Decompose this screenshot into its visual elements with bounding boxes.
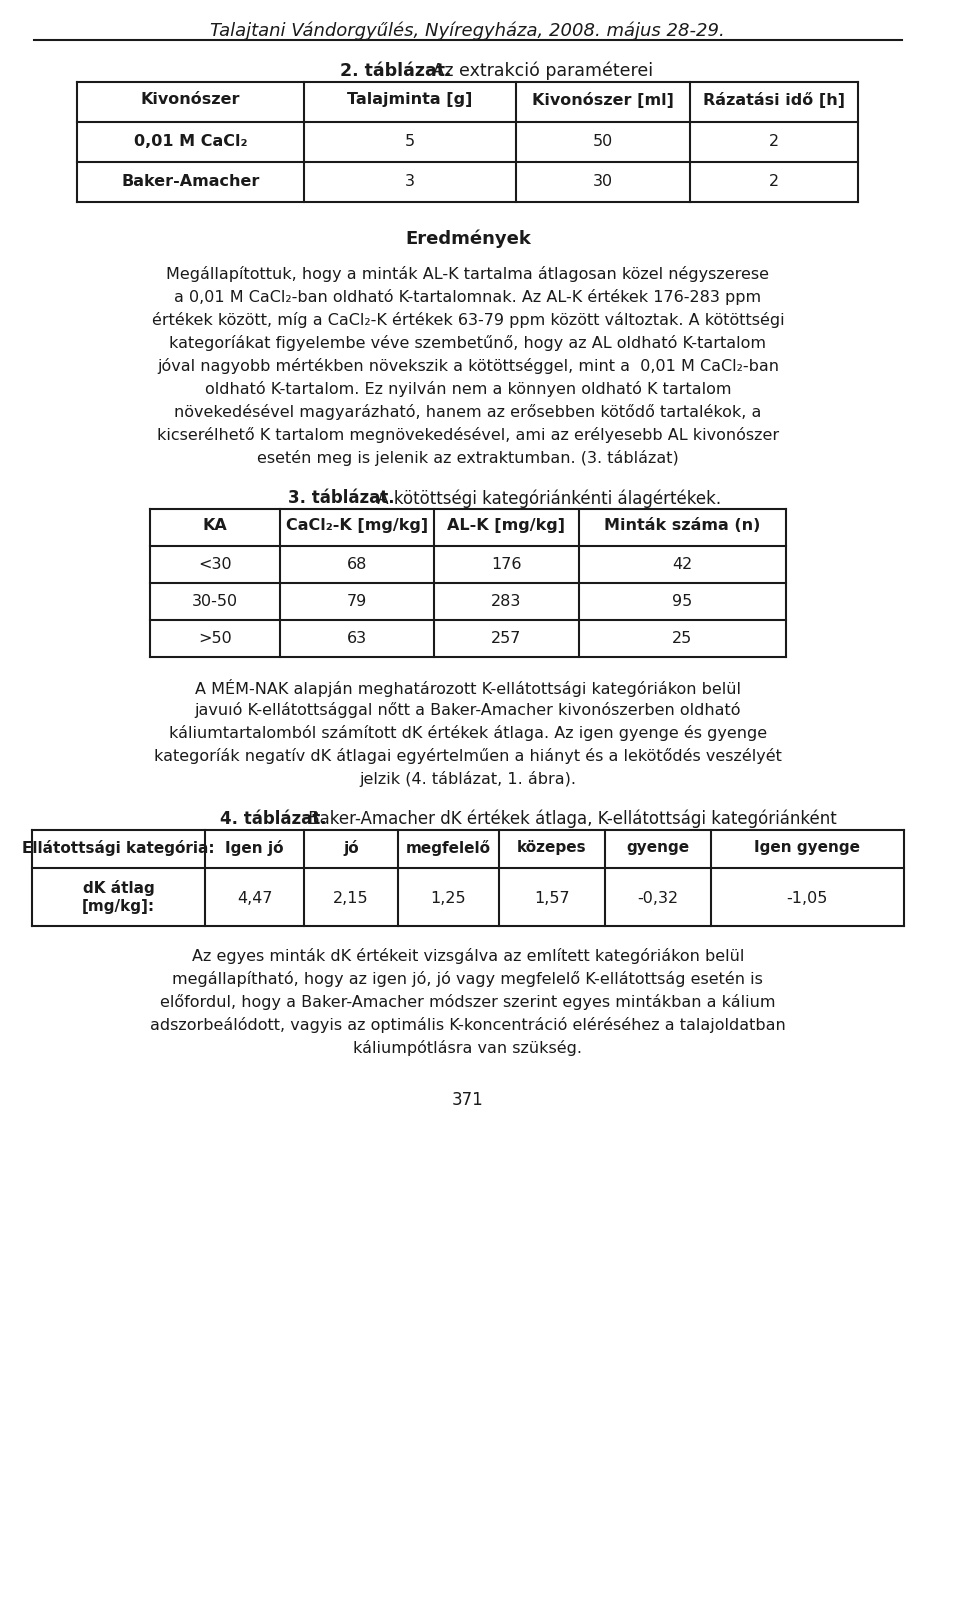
Text: értékek között, míg a CaCl₂-K értékek 63-79 ppm között változtak. A kötöttségi: értékek között, míg a CaCl₂-K értékek 63… bbox=[152, 312, 784, 328]
Text: 79: 79 bbox=[347, 594, 367, 608]
Text: Talajminta [g]: Talajminta [g] bbox=[348, 92, 472, 107]
Text: Az egyes minták dK értékeit vizsgálva az említett kategóriákon belül: Az egyes minták dK értékeit vizsgálva az… bbox=[192, 947, 744, 964]
Text: A MÉM-NAK alapján meghatározott K-ellátottsági kategóriákon belül: A MÉM-NAK alapján meghatározott K-elláto… bbox=[195, 679, 741, 697]
Text: 42: 42 bbox=[672, 557, 692, 571]
Text: kategoríák negatív dK átlagai egyértelműen a hiányt és a lekötődés veszélyét: kategoríák negatív dK átlagai egyértelmű… bbox=[154, 747, 781, 763]
Text: 1,57: 1,57 bbox=[534, 891, 569, 905]
Text: AL-K [mg/kg]: AL-K [mg/kg] bbox=[447, 518, 565, 533]
Text: Ellátottsági kategória:: Ellátottsági kategória: bbox=[22, 839, 215, 855]
Text: Kivonószer: Kivonószer bbox=[141, 92, 240, 107]
Text: gyenge: gyenge bbox=[626, 839, 689, 855]
Text: 283: 283 bbox=[492, 594, 521, 608]
Text: Baker-Amacher dK értékek átlaga, K-ellátottsági kategóriánként: Baker-Amacher dK értékek átlaga, K-ellát… bbox=[303, 810, 837, 828]
Text: Eredmények: Eredmények bbox=[405, 231, 531, 249]
Text: 5: 5 bbox=[405, 134, 415, 148]
Text: [mg/kg]:: [mg/kg]: bbox=[83, 899, 156, 914]
Text: -1,05: -1,05 bbox=[786, 891, 828, 905]
Text: javuıó K-ellátottsággal nőtt a Baker-Amacher kivonószerben oldható: javuıó K-ellátottsággal nőtt a Baker-Ama… bbox=[195, 702, 741, 718]
Text: megfelelő: megfelelő bbox=[406, 839, 491, 855]
Text: 4. táblázat.: 4. táblázat. bbox=[220, 810, 326, 828]
Text: 2,15: 2,15 bbox=[333, 891, 369, 905]
Text: jelzik (4. táblázat, 1. ábra).: jelzik (4. táblázat, 1. ábra). bbox=[359, 771, 576, 788]
Text: 30-50: 30-50 bbox=[192, 594, 238, 608]
Text: káliumpótlásra van szükség.: káliumpótlásra van szükség. bbox=[353, 1039, 583, 1056]
Text: CaCl₂-K [mg/kg]: CaCl₂-K [mg/kg] bbox=[286, 518, 428, 533]
Text: Megállapítottuk, hogy a minták AL-K tartalma átlagosan közel négyszerese: Megállapítottuk, hogy a minták AL-K tart… bbox=[166, 266, 769, 282]
Text: 50: 50 bbox=[592, 134, 613, 148]
Text: 2: 2 bbox=[769, 134, 780, 148]
Text: megállapítható, hogy az igen jó, jó vagy megfelelő K-ellátottság esetén is: megállapítható, hogy az igen jó, jó vagy… bbox=[173, 972, 763, 988]
Text: oldható K-tartalom. Ez nyilván nem a könnyen oldható K tartalom: oldható K-tartalom. Ez nyilván nem a kön… bbox=[204, 381, 732, 397]
Text: -0,32: -0,32 bbox=[637, 891, 679, 905]
Text: közepes: közepes bbox=[516, 839, 587, 855]
Text: Baker-Amacher: Baker-Amacher bbox=[121, 174, 260, 189]
Text: 371: 371 bbox=[452, 1091, 484, 1109]
Text: 63: 63 bbox=[347, 631, 367, 646]
Text: 2: 2 bbox=[769, 174, 780, 189]
Text: 95: 95 bbox=[672, 594, 692, 608]
Text: 0,01 M CaCl₂: 0,01 M CaCl₂ bbox=[133, 134, 248, 148]
Text: Rázatási idő [h]: Rázatási idő [h] bbox=[703, 92, 845, 108]
Text: Igen jó: Igen jó bbox=[226, 839, 284, 855]
Text: jó: jó bbox=[344, 839, 359, 855]
Text: előfordul, hogy a Baker-Amacher módszer szerint egyes mintákban a kálium: előfordul, hogy a Baker-Amacher módszer … bbox=[160, 994, 776, 1010]
Text: a 0,01 M CaCl₂-ban oldható K-tartalomnak. Az AL-K értékek 176-283 ppm: a 0,01 M CaCl₂-ban oldható K-tartalomnak… bbox=[175, 289, 761, 305]
Text: 2. táblázat.: 2. táblázat. bbox=[340, 61, 451, 81]
Text: jóval nagyobb mértékben növekszik a kötöttséggel, mint a  0,01 M CaCl₂-ban: jóval nagyobb mértékben növekszik a kötö… bbox=[156, 358, 779, 374]
Text: A kötöttségi kategóriánkénti álagértékek.: A kötöttségi kategóriánkénti álagértékek… bbox=[372, 489, 721, 507]
Text: kicserélhető K tartalom megnövekedésével, ami az erélyesebb AL kivonószer: kicserélhető K tartalom megnövekedésével… bbox=[156, 428, 779, 442]
Text: 4,47: 4,47 bbox=[237, 891, 273, 905]
Text: Minták száma (n): Minták száma (n) bbox=[604, 518, 760, 533]
Text: KA: KA bbox=[203, 518, 227, 533]
Text: 3: 3 bbox=[405, 174, 415, 189]
Text: Igen gyenge: Igen gyenge bbox=[755, 839, 860, 855]
Text: Az extrakció paraméterei: Az extrakció paraméterei bbox=[427, 61, 653, 81]
Text: 30: 30 bbox=[592, 174, 612, 189]
Text: növekedésével magyarázható, hanem az erősebben kötődő tartalékok, a: növekedésével magyarázható, hanem az erő… bbox=[174, 404, 761, 420]
Text: esetén meg is jelenik az extraktumban. (3. táblázat): esetén meg is jelenik az extraktumban. (… bbox=[257, 450, 679, 466]
Text: >50: >50 bbox=[198, 631, 231, 646]
Text: 68: 68 bbox=[347, 557, 367, 571]
Text: kategoríákat figyelembe véve szembetűnő, hogy az AL oldható K-tartalom: kategoríákat figyelembe véve szembetűnő,… bbox=[169, 336, 766, 350]
Text: 1,25: 1,25 bbox=[431, 891, 467, 905]
Text: 257: 257 bbox=[492, 631, 521, 646]
Text: 3. táblázat.: 3. táblázat. bbox=[288, 489, 396, 507]
Text: Talajtani Vándorgyűlés, Nyíregyháza, 2008. május 28-29.: Talajtani Vándorgyűlés, Nyíregyháza, 200… bbox=[210, 23, 725, 40]
Text: 25: 25 bbox=[672, 631, 692, 646]
Text: adszorbeálódott, vagyis az optimális K-koncentráció eléréséhez a talajoldatban: adszorbeálódott, vagyis az optimális K-k… bbox=[150, 1017, 785, 1033]
Text: 176: 176 bbox=[492, 557, 521, 571]
Text: dK átlag: dK átlag bbox=[83, 880, 155, 896]
Text: Kivonószer [ml]: Kivonószer [ml] bbox=[532, 92, 674, 108]
Text: <30: <30 bbox=[198, 557, 231, 571]
Text: káliumtartalomból számított dK értékek átlaga. Az igen gyenge és gyenge: káliumtartalomból számított dK értékek á… bbox=[169, 725, 767, 741]
